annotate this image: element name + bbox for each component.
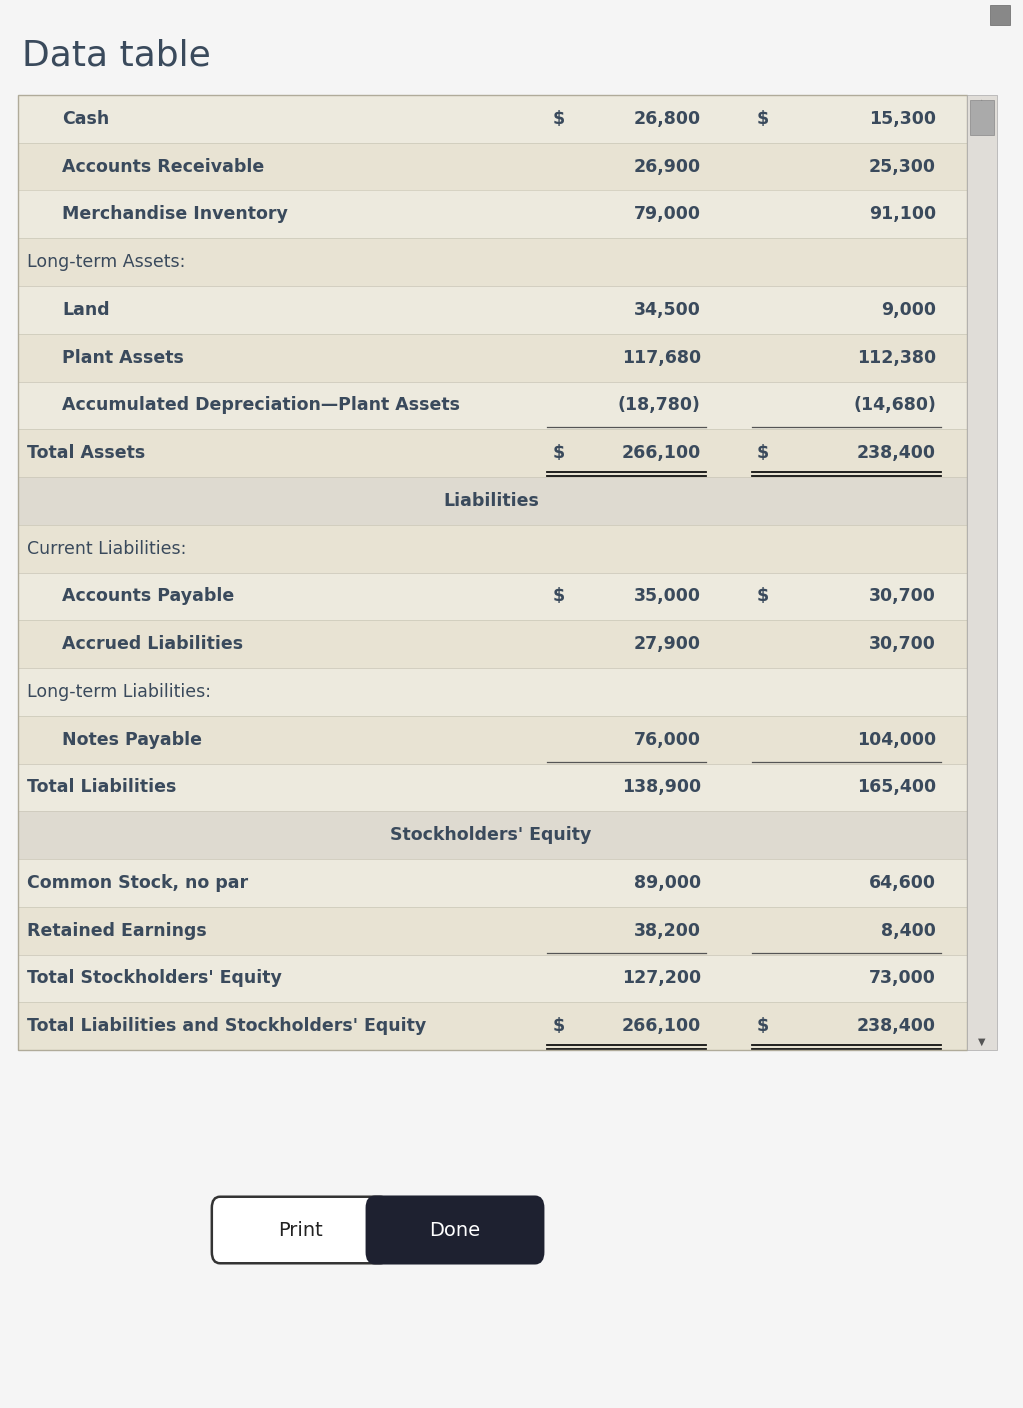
Text: 165,400: 165,400	[857, 779, 936, 797]
Text: $: $	[552, 444, 565, 462]
Text: Long-term Assets:: Long-term Assets:	[27, 253, 185, 272]
Bar	[18, 667, 967, 715]
Text: Liabilities: Liabilities	[443, 491, 539, 510]
Bar	[18, 763, 967, 811]
Text: Accrued Liabilities: Accrued Liabilities	[62, 635, 243, 653]
Text: 79,000: 79,000	[634, 206, 701, 224]
Text: 138,900: 138,900	[622, 779, 701, 797]
Bar	[967, 94, 997, 1050]
Text: Retained Earnings: Retained Earnings	[27, 922, 207, 939]
Text: Total Assets: Total Assets	[27, 444, 145, 462]
Text: 112,380: 112,380	[857, 349, 936, 366]
Text: Merchandise Inventory: Merchandise Inventory	[62, 206, 288, 224]
Text: 89,000: 89,000	[633, 874, 701, 891]
Text: ▲: ▲	[978, 99, 986, 108]
Bar	[18, 429, 967, 477]
Text: $: $	[552, 110, 565, 128]
Text: $: $	[757, 1017, 769, 1035]
Bar	[18, 382, 967, 429]
Bar	[18, 859, 967, 907]
Text: 9,000: 9,000	[881, 301, 936, 318]
Text: Accounts Receivable: Accounts Receivable	[62, 158, 265, 176]
Text: Common Stock, no par: Common Stock, no par	[27, 874, 248, 891]
Text: Done: Done	[430, 1221, 481, 1239]
Text: 91,100: 91,100	[869, 206, 936, 224]
Text: (14,680): (14,680)	[853, 397, 936, 414]
Text: 64,600: 64,600	[870, 874, 936, 891]
FancyBboxPatch shape	[367, 1197, 543, 1263]
Text: Plant Assets: Plant Assets	[62, 349, 184, 366]
Bar	[18, 94, 967, 1050]
Bar	[18, 573, 967, 621]
Bar	[18, 286, 967, 334]
Bar	[18, 1002, 967, 1050]
Text: 8,400: 8,400	[881, 922, 936, 939]
Text: Accumulated Depreciation—Plant Assets: Accumulated Depreciation—Plant Assets	[62, 397, 460, 414]
Text: Land: Land	[62, 301, 110, 318]
Text: $: $	[757, 444, 769, 462]
Bar	[18, 477, 967, 525]
Bar	[18, 955, 967, 1002]
Text: 30,700: 30,700	[870, 635, 936, 653]
Bar	[18, 334, 967, 382]
Text: ▼: ▼	[978, 1038, 986, 1048]
Text: 27,900: 27,900	[634, 635, 701, 653]
Text: Total Liabilities: Total Liabilities	[27, 779, 176, 797]
Text: 25,300: 25,300	[870, 158, 936, 176]
Text: (18,780): (18,780)	[618, 397, 701, 414]
Text: Cash: Cash	[62, 110, 109, 128]
Text: Long-term Liabilities:: Long-term Liabilities:	[27, 683, 211, 701]
Text: Data table: Data table	[23, 38, 211, 72]
Text: 117,680: 117,680	[622, 349, 701, 366]
Text: 35,000: 35,000	[634, 587, 701, 605]
Text: Print: Print	[277, 1221, 322, 1239]
Text: 127,200: 127,200	[622, 969, 701, 987]
FancyBboxPatch shape	[212, 1197, 388, 1263]
Bar	[18, 238, 967, 286]
Text: 104,000: 104,000	[857, 731, 936, 749]
Text: 38,200: 38,200	[634, 922, 701, 939]
Text: $: $	[757, 587, 769, 605]
Bar	[18, 907, 967, 955]
Text: Total Liabilities and Stockholders' Equity: Total Liabilities and Stockholders' Equi…	[27, 1017, 426, 1035]
Text: $: $	[552, 587, 565, 605]
Text: 26,800: 26,800	[633, 110, 701, 128]
Bar	[18, 94, 967, 142]
Text: 238,400: 238,400	[857, 1017, 936, 1035]
Bar	[970, 100, 994, 135]
Text: 266,100: 266,100	[622, 1017, 701, 1035]
Text: 73,000: 73,000	[870, 969, 936, 987]
Text: Total Stockholders' Equity: Total Stockholders' Equity	[27, 969, 281, 987]
Text: 26,900: 26,900	[633, 158, 701, 176]
Text: Current Liabilities:: Current Liabilities:	[27, 539, 186, 558]
Bar	[18, 811, 967, 859]
Text: 34,500: 34,500	[634, 301, 701, 318]
Bar	[18, 715, 967, 763]
Text: 266,100: 266,100	[622, 444, 701, 462]
Bar	[990, 6, 1010, 25]
Text: $: $	[757, 110, 769, 128]
Text: 15,300: 15,300	[870, 110, 936, 128]
Text: Accounts Payable: Accounts Payable	[62, 587, 234, 605]
Text: Notes Payable: Notes Payable	[62, 731, 203, 749]
Text: Stockholders' Equity: Stockholders' Equity	[391, 826, 591, 845]
Text: 76,000: 76,000	[634, 731, 701, 749]
Bar	[18, 142, 967, 190]
Text: $: $	[552, 1017, 565, 1035]
Bar	[18, 190, 967, 238]
Text: 30,700: 30,700	[870, 587, 936, 605]
Bar	[18, 525, 967, 573]
Text: 238,400: 238,400	[857, 444, 936, 462]
Bar	[18, 621, 967, 667]
